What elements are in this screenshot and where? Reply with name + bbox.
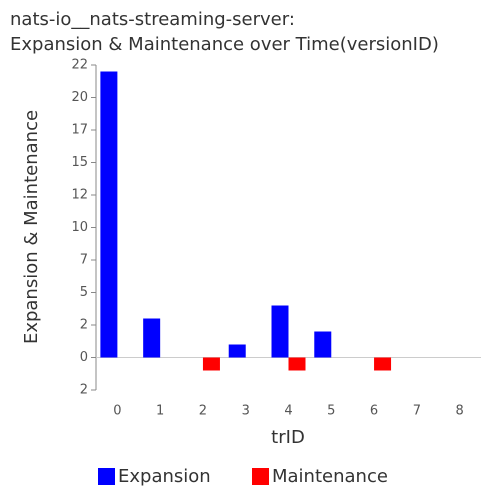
y-axis-label: Expansion & Maintenance: [21, 110, 42, 344]
x-tick-label: 3: [242, 404, 250, 419]
legend-label: Expansion: [118, 466, 211, 487]
y-tick-label: 20: [71, 90, 88, 105]
x-tick-label: 1: [156, 404, 164, 419]
x-tick-label: 4: [284, 404, 292, 419]
legend-label: Maintenance: [272, 466, 388, 487]
y-tick-label: 0: [80, 350, 88, 365]
y-tick-label: 17: [71, 123, 88, 138]
bar: [271, 305, 289, 358]
x-tick-label: 2: [199, 404, 207, 419]
y-tick-label: 10: [71, 220, 88, 235]
y-tick-label: 22: [71, 58, 88, 73]
bar: [202, 357, 220, 371]
x-tick-label: 6: [370, 404, 378, 419]
legend-swatch: [252, 468, 269, 485]
bar: [100, 71, 118, 358]
y-tick-label: 5: [80, 285, 88, 300]
x-tick-label: 5: [327, 404, 335, 419]
chart-title: nats-io__nats-streaming-server:: [10, 9, 295, 30]
bar: [143, 318, 161, 358]
bar: [228, 344, 246, 358]
legend-swatch: [98, 468, 115, 485]
x-tick-label: 8: [455, 404, 463, 419]
y-tick-label: 2: [80, 383, 88, 398]
y-tick-label: 2: [80, 318, 88, 333]
x-tick-label: 7: [413, 404, 421, 419]
y-tick-label: 15: [71, 155, 88, 170]
chart-title: Expansion & Maintenance over Time(versio…: [10, 34, 439, 55]
y-tick-label: 12: [71, 188, 88, 203]
x-tick-label: 0: [113, 404, 121, 419]
bar: [288, 357, 306, 371]
y-tick-label: 7: [80, 253, 88, 268]
x-axis-label: trID: [271, 427, 305, 448]
bar: [314, 331, 332, 358]
bar: [374, 357, 392, 371]
